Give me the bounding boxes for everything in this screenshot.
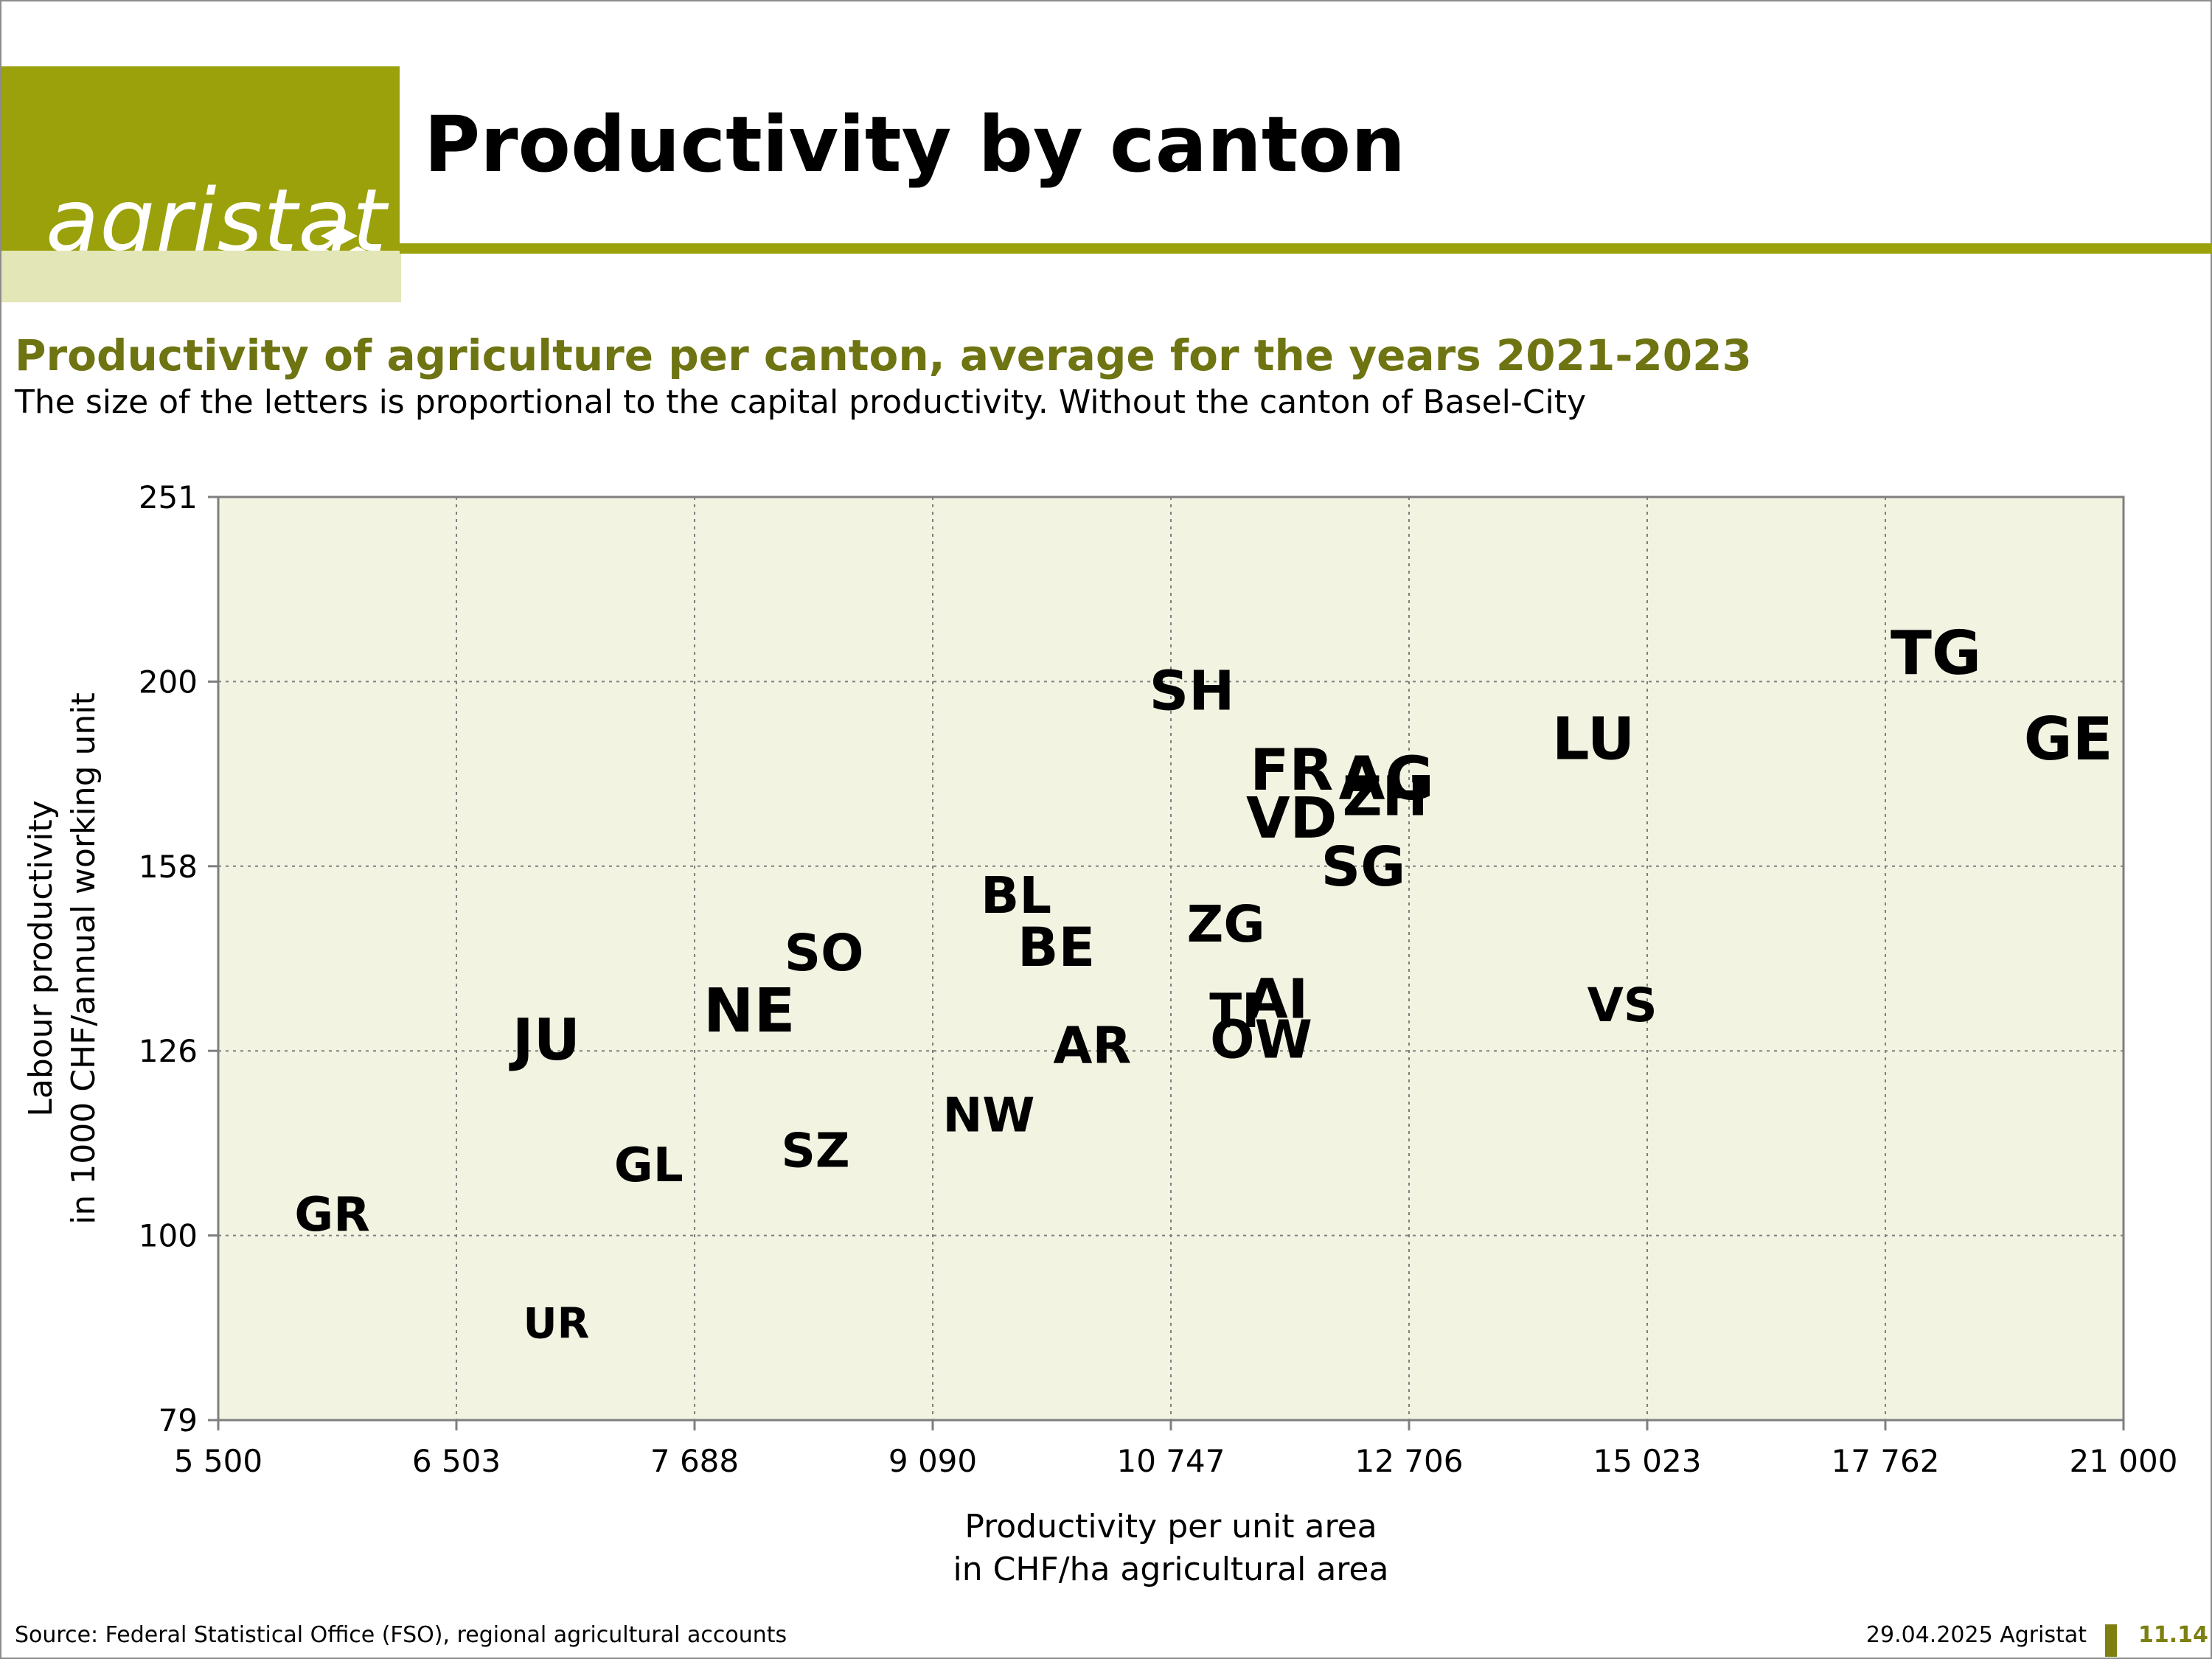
- x-tick-label: 15 023: [1593, 1443, 1702, 1479]
- canton-label-ai: AI: [1246, 969, 1308, 1032]
- x-tick-label: 10 747: [1117, 1443, 1225, 1479]
- canton-label-sh: SH: [1150, 658, 1235, 723]
- footer-date: 29.04.2025 Agristat: [1865, 1622, 2087, 1648]
- x-tick-label: 5 500: [174, 1443, 262, 1479]
- canton-label-lu: LU: [1552, 705, 1635, 773]
- canton-label-ar: AR: [1053, 1016, 1131, 1075]
- y-axis-label-line-1: Labour productivity: [22, 800, 60, 1116]
- canton-label-sz: SZ: [781, 1124, 849, 1179]
- canton-label-vs: VS: [1587, 978, 1658, 1032]
- x-tick-label: 21 000: [2070, 1443, 2178, 1479]
- canton-label-sg: SG: [1321, 835, 1406, 899]
- chart-subtitle: The size of the letters is proportional …: [15, 383, 1586, 421]
- canton-label-ur: UR: [524, 1300, 590, 1349]
- canton-label-ti: TI: [1209, 984, 1259, 1039]
- y-axis-label-line-2: in 1000 CHF/annual working unit: [65, 692, 102, 1225]
- footer-divider: [2105, 1624, 2117, 1657]
- x-axis-label-line-1: Productivity per unit area: [964, 1508, 1377, 1545]
- y-tick-label: 79: [159, 1402, 198, 1439]
- canton-label-nw: NW: [943, 1088, 1035, 1143]
- canton-label-zh: ZH: [1343, 764, 1428, 828]
- canton-label-gl: GL: [614, 1138, 684, 1193]
- canton-label-ow: OW: [1210, 1009, 1312, 1070]
- canton-label-so: SO: [785, 924, 864, 983]
- page-number: 11.14: [2138, 1622, 2208, 1648]
- page-title: Productivity by canton: [424, 100, 1406, 189]
- x-tick-label: 6 503: [412, 1443, 501, 1479]
- canton-label-gr: GR: [294, 1187, 369, 1242]
- canton-label-tg: TG: [1891, 619, 1981, 689]
- x-tick-label: 17 762: [1832, 1443, 1940, 1479]
- x-tick-label: 7 688: [650, 1443, 739, 1479]
- header-rule: [400, 243, 2212, 254]
- y-tick-label: 158: [139, 849, 198, 885]
- canton-label-ge: GE: [2024, 704, 2113, 773]
- y-tick-label: 251: [139, 479, 198, 515]
- canton-label-ag: AG: [1339, 745, 1434, 814]
- plot-area: [218, 497, 2124, 1420]
- y-tick-label: 100: [139, 1218, 198, 1254]
- x-tick-label: 9 090: [888, 1443, 977, 1479]
- footer-source: Source: Federal Statistical Office (FSO)…: [15, 1622, 787, 1648]
- y-gridlines: [218, 681, 2124, 1237]
- canton-label-fr: FR: [1250, 737, 1333, 804]
- x-tick-label: 12 706: [1355, 1443, 1464, 1479]
- x-gridlines: [456, 497, 1886, 1420]
- x-axis-label-line-2: in CHF/ha agricultural area: [953, 1551, 1389, 1588]
- canton-label-ne: NE: [703, 976, 796, 1046]
- y-axis-ticks: 79 100 126 158 200 251: [139, 479, 218, 1439]
- logo-accent-strip: [1, 251, 401, 302]
- y-tick-label: 126: [139, 1033, 198, 1069]
- canton-label-ju: JU: [509, 1007, 580, 1074]
- x-axis-ticks: 5 500 6 503 7 688 9 090 10 747 12 706 15 023 17…: [174, 1420, 2178, 1479]
- canton-label-bl: BL: [981, 866, 1051, 925]
- chart-title: Productivity of agriculture per canton, …: [15, 330, 1752, 380]
- canton-label-be: BE: [1018, 917, 1095, 979]
- y-tick-label: 200: [139, 664, 198, 700]
- canton-label-vd: VD: [1246, 786, 1338, 852]
- canton-label-zg: ZG: [1187, 895, 1265, 954]
